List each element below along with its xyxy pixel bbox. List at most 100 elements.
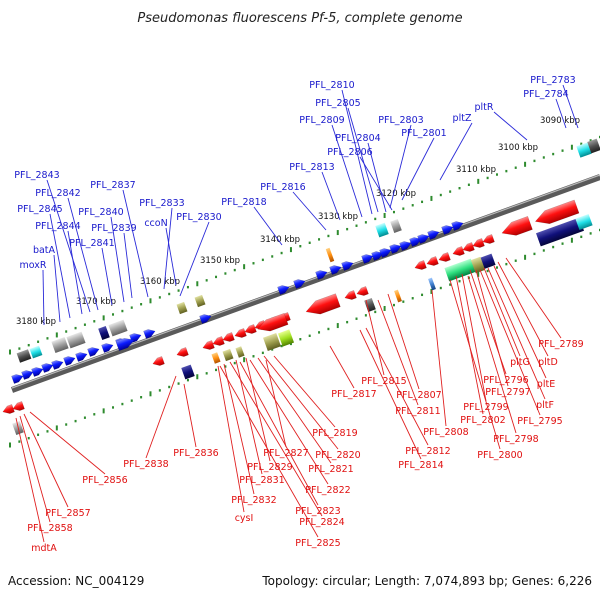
reverse-gene-arrow [462,242,475,252]
gene-label[interactable]: PFL_2824 [299,517,344,528]
gene-label[interactable]: PFL_2784 [523,89,568,100]
label-leader-line [555,98,567,129]
ruler-dot [74,419,77,423]
gene-label[interactable]: PFL_2814 [398,460,443,471]
gene-label[interactable]: batA [33,245,56,256]
gene-label[interactable]: PFL_2823 [295,506,340,517]
gene-label[interactable]: ccoN [144,218,167,229]
ruler-dot [102,408,105,414]
label-leader-line [122,189,149,298]
ruler-dot [83,416,86,419]
gene-label[interactable]: PFL_2803 [378,115,423,126]
gene-label[interactable]: PFL_2825 [295,538,340,549]
gene-label[interactable]: cysI [235,513,254,524]
gene-label[interactable]: PFL_2783 [530,75,575,86]
gene-label[interactable]: PFL_2799 [463,402,508,413]
gene-label[interactable]: mdtA [31,543,57,554]
gene-label[interactable]: PFL_2842 [35,188,80,199]
gene-label[interactable]: PFL_2809 [299,115,344,126]
gene-label[interactable]: PFL_2820 [315,450,360,461]
ruler-dot [299,245,302,248]
gene-label[interactable]: PFL_2816 [260,182,305,193]
ruler-dot [308,241,311,244]
ruler-dot [374,217,377,221]
label-leader-line [123,232,133,299]
gene-label[interactable]: PFL_2810 [309,80,354,91]
gene-label[interactable]: pltR [475,102,494,113]
gene-label[interactable]: PFL_2838 [123,459,168,470]
label-leader-line [219,365,319,538]
gene-label[interactable]: PFL_2832 [231,495,276,506]
gene-label[interactable]: PFL_2837 [90,180,135,191]
ruler-dot [215,368,218,372]
gene-label[interactable]: pltF [536,400,554,411]
forward-gene-arrow [427,230,440,240]
label-leader-line [19,415,51,523]
ruler-dot [439,286,442,290]
ruler-dot [9,442,11,448]
gene-label[interactable]: PFL_2829 [247,462,292,473]
label-leader-line [321,171,341,221]
gene-label[interactable]: PFL_2812 [405,446,450,457]
gene-label[interactable]: PFL_2804 [335,133,380,144]
forward-gene-arrow [329,265,342,275]
gene-label[interactable]: PFL_2857 [45,508,90,519]
label-leader-line [217,365,245,513]
gene-label[interactable]: PFL_2817 [331,389,376,400]
gene-label[interactable]: PFL_2827 [263,448,308,459]
gene-label[interactable]: pltD [538,357,558,368]
gene-label[interactable]: PFL_2806 [327,147,372,158]
label-leader-line [249,359,329,485]
gene-label[interactable]: PFL_2811 [395,406,440,417]
gene-label[interactable]: pltG [510,357,530,368]
gene-label[interactable]: PFL_2839 [91,223,136,234]
gene-label[interactable]: PFL_2808 [423,427,468,438]
ruler-dot [364,314,367,317]
gene-label[interactable]: PFL_2798 [493,434,538,445]
gene-label[interactable]: PFL_2821 [308,464,353,475]
gene-label[interactable]: moxR [20,260,47,271]
gene-label[interactable]: pltE [537,379,555,390]
ruler-dot [280,344,283,348]
ruler-dot [327,327,330,331]
gene-label[interactable]: PFL_2858 [27,523,72,534]
gene-label[interactable]: PFL_2836 [173,448,218,459]
gene-label[interactable]: PFL_2844 [35,221,80,232]
ruler-dot [243,357,246,363]
ruler-dot [561,149,564,152]
reverse-gene-arrow [212,336,225,346]
label-leader-line [165,227,177,286]
gene-label[interactable]: PFL_2802 [460,415,505,426]
gene-label[interactable]: PFL_2797 [485,387,530,398]
gene-label[interactable]: PFL_2831 [239,475,284,486]
label-leader-line [101,247,113,306]
gene-label[interactable]: PFL_2807 [396,390,441,401]
gene-label[interactable]: PFL_2818 [221,197,266,208]
gene-label[interactable]: PFL_2830 [176,212,221,223]
ruler-dot [74,326,77,330]
forward-gene-arrow [41,363,54,373]
gene-label[interactable]: PFL_2796 [483,375,528,386]
gene-block [222,348,234,362]
gene-label[interactable]: PFL_2822 [305,485,350,496]
gene-label[interactable]: PFL_2805 [315,98,360,109]
gene-label[interactable]: pltZ [453,113,472,124]
label-leader-line [359,329,422,460]
label-leader-line [479,269,541,416]
gene-label[interactable]: PFL_2840 [78,207,123,218]
gene-label[interactable]: PFL_2833 [139,198,184,209]
gene-label[interactable]: PFL_2843 [14,170,59,181]
gene-label[interactable]: PFL_2795 [517,416,562,427]
label-leader-line [265,359,287,448]
gene-label[interactable]: PFL_2841 [69,238,114,249]
gene-label[interactable]: PFL_2801 [401,128,446,139]
gene-label[interactable]: PFL_2815 [361,376,406,387]
gene-label[interactable]: PFL_2789 [538,339,583,350]
gene-label[interactable]: PFL_2856 [82,475,127,486]
gene-label[interactable]: PFL_2819 [312,428,357,439]
gene-label[interactable]: PFL_2813 [289,162,334,173]
ruler-dot [308,334,311,337]
ruler-dot [205,372,208,375]
gene-label[interactable]: PFL_2845 [17,204,62,215]
gene-label[interactable]: PFL_2800 [477,450,522,461]
